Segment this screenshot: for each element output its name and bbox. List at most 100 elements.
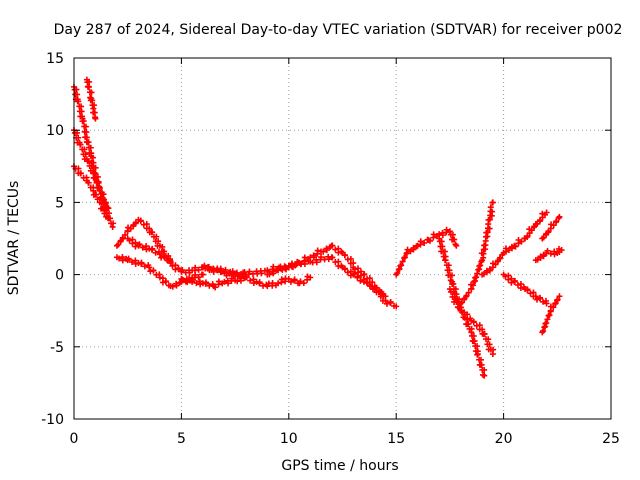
data-point-fill [355,269,362,276]
data-point-fill [237,277,244,284]
data-point-fill [132,220,139,227]
data-point-fill [278,276,285,283]
data-point-fill [247,277,254,284]
data-point-fill [471,278,478,285]
data-point-fill [79,118,86,125]
y-tick-label: 10 [46,123,64,139]
data-point [511,242,518,249]
chart-title: Day 287 of 2024, Sidereal Day-to-day VTE… [54,22,623,38]
data-point [167,258,174,265]
data-point-fill [502,273,509,280]
data-point-fill [228,275,235,282]
x-tick-label: 15 [387,431,405,447]
data-point-fill [74,129,81,136]
data-point-fill [136,241,143,248]
data-point-fill [149,245,156,252]
data-point-fill [88,162,95,169]
data-point-fill [175,265,182,272]
data-point-fill [486,341,493,348]
data-point [489,351,496,358]
data-point-fill [179,267,186,274]
data-point-fill [85,179,92,186]
data-point-fill [300,280,307,287]
x-tick-label: 0 [70,431,79,447]
data-point-fill [258,270,265,277]
data-point-fill [266,271,273,278]
data-point-fill [511,277,518,284]
data-point-fill [169,283,176,290]
data-point-fill [87,97,94,104]
data-point-fill [394,270,401,277]
data-point-fill [329,254,336,261]
data-point-fill [195,266,202,273]
data-point-fill [90,109,97,116]
data-point-fill [202,265,209,272]
data-point-fill [443,226,450,233]
data-point-fill [162,278,169,285]
data-point-fill [463,293,470,300]
data-point-fill [87,144,94,151]
data-point-fill [485,336,492,343]
data-point-fill [95,179,102,186]
data-layer [71,76,565,379]
data-point-fill [474,270,481,277]
series-arc-r [532,245,565,264]
data-point-fill [544,316,551,323]
data-point [532,293,539,300]
plot-frame [73,57,612,420]
data-point-fill [148,229,155,236]
data-point-fill [481,242,488,249]
data-point [221,278,228,285]
data-point-fill [215,278,222,285]
data-point-fill [82,123,89,130]
data-point-fill [122,231,129,238]
data-point [556,293,563,300]
data-point-fill [192,264,199,271]
series-arc-n [446,286,497,358]
data-point-fill [442,257,449,264]
data-point-fill [310,254,317,261]
data-point-fill [190,277,197,284]
grid-layer [74,58,611,419]
data-point-fill [81,146,88,153]
data-point-fill [540,327,547,334]
data-point-fill [192,271,199,278]
data-point-fill [119,235,126,242]
data-point-fill [78,108,85,115]
series-arc-q [500,271,550,307]
data-point [156,251,163,258]
label-layer: 0 5 10 15 20 25 -10 -5 0 5 10 15 [41,51,620,447]
data-point-fill [430,231,437,238]
data-point-fill [410,246,417,253]
data-point [382,297,389,304]
data-point-fill [91,174,98,181]
data-point-fill [137,217,144,224]
data-point-fill [74,98,81,105]
series-arc-s [539,213,563,242]
data-point [453,242,460,249]
data-point-fill [320,248,327,255]
y-tick-label: 15 [46,51,64,67]
data-point-fill [234,272,241,279]
data-point-fill [552,300,559,307]
data-point-fill [395,266,402,273]
data-point-fill [352,266,359,273]
data-point-fill [483,229,490,236]
data-point-fill [481,366,488,373]
data-point-fill [476,263,483,270]
data-point-fill [141,263,148,270]
data-point-fill [514,281,521,288]
data-point-fill [439,243,446,250]
data-point-fill [399,258,406,265]
data-point-fill [545,229,552,236]
data-point-fill [439,232,446,239]
data-point-fill [332,246,339,253]
data-point-fill [288,260,295,267]
x-tick-label: 25 [602,431,620,447]
data-point-fill [338,248,345,255]
data-point-fill [387,298,394,305]
data-point-fill [384,300,391,307]
data-point-fill [542,320,549,327]
data-point-fill [84,139,91,146]
data-point-fill [464,321,471,328]
